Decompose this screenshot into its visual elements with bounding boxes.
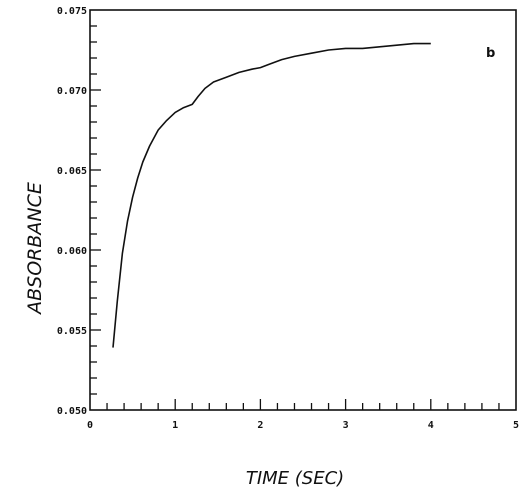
x-tick-label: 4 (428, 420, 434, 431)
y-tick-label: 0.065 (57, 166, 87, 177)
absorbance-curve (112, 42, 431, 348)
y-axis-ticks (90, 25, 101, 395)
panel-label: b (486, 46, 495, 61)
x-tick-label: 1 (172, 420, 178, 431)
y-tick-label: 0.055 (57, 326, 87, 337)
y-axis-tick-labels: 0.050 0.055 0.060 0.065 0.070 0.075 (57, 6, 87, 417)
x-axis-ticks (106, 399, 500, 410)
x-tick-label: 0 (87, 420, 93, 431)
x-tick-label: 3 (343, 420, 349, 431)
y-tick-label: 0.060 (57, 246, 87, 257)
x-tick-label: 2 (257, 420, 263, 431)
plot-frame (89, 9, 517, 411)
y-tick-label: 0.050 (57, 406, 87, 417)
x-axis-title: TIME (SEC) (246, 468, 344, 489)
x-axis-tick-labels: 0 1 2 3 4 5 (87, 420, 519, 431)
x-tick-label: 5 (513, 420, 519, 431)
y-tick-label: 0.075 (57, 6, 87, 17)
y-tick-label: 0.070 (57, 86, 87, 97)
y-axis-title: ABSORBANCE (24, 182, 46, 316)
